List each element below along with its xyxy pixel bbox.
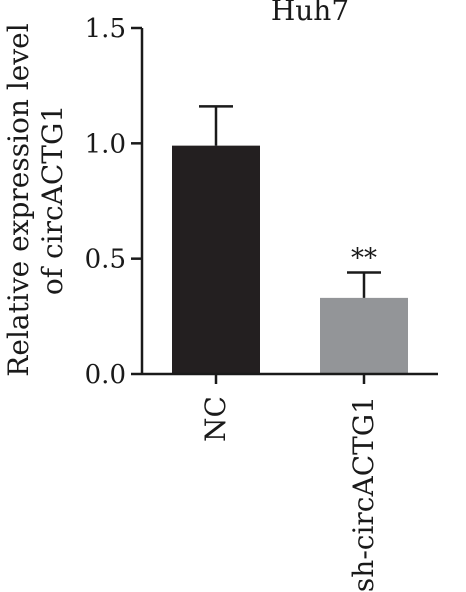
y-tick-label: 0.5 xyxy=(85,245,126,275)
x-tick-label-1: sh-circACTG1 xyxy=(347,396,380,592)
y-tick-label: 0.0 xyxy=(85,360,126,390)
y-axis-ticks: 0.0 0.5 1.0 1.5 xyxy=(85,14,144,390)
significance-marker-1: ** xyxy=(351,244,377,274)
y-tick-label: 1.0 xyxy=(85,129,126,159)
chart-title: Huh7 xyxy=(271,0,349,27)
bar-1 xyxy=(320,297,408,374)
x-axis xyxy=(142,372,438,384)
bar-0 xyxy=(172,145,260,374)
x-axis-labels: NC sh-circACTG1 xyxy=(199,396,380,592)
y-axis-label-line-2: of circACTG1 xyxy=(36,105,69,295)
bars: ** xyxy=(172,105,408,374)
y-axis-label-line-1: Relative expression level xyxy=(2,23,35,376)
y-tick-label: 1.5 xyxy=(85,14,126,44)
x-tick-label-0: NC xyxy=(199,396,232,442)
